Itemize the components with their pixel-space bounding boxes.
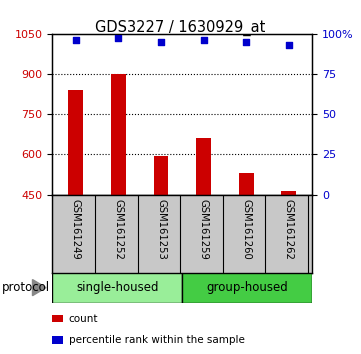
Bar bbox=[52, 273, 182, 303]
Text: GSM161253: GSM161253 bbox=[156, 199, 166, 259]
Point bbox=[201, 37, 206, 43]
Bar bbox=[111, 74, 126, 195]
Point bbox=[73, 37, 79, 43]
Point bbox=[243, 39, 249, 45]
Point bbox=[116, 36, 121, 41]
Text: GSM161260: GSM161260 bbox=[241, 199, 251, 259]
Point bbox=[286, 42, 292, 48]
Point bbox=[158, 39, 164, 45]
Text: group-housed: group-housed bbox=[206, 281, 288, 294]
Text: percentile rank within the sample: percentile rank within the sample bbox=[69, 335, 244, 345]
Text: GSM161252: GSM161252 bbox=[113, 199, 123, 259]
Bar bbox=[182, 273, 312, 303]
Bar bbox=[281, 192, 296, 195]
Text: GSM161259: GSM161259 bbox=[199, 199, 209, 259]
Text: single-housed: single-housed bbox=[76, 281, 158, 294]
Bar bbox=[239, 173, 254, 195]
Text: GSM161262: GSM161262 bbox=[284, 199, 294, 259]
Bar bbox=[68, 90, 83, 195]
Text: count: count bbox=[69, 314, 98, 324]
Text: GDS3227 / 1630929_at: GDS3227 / 1630929_at bbox=[95, 19, 266, 36]
Text: protocol: protocol bbox=[2, 281, 50, 294]
Bar bbox=[153, 156, 169, 195]
Bar bbox=[196, 138, 211, 195]
Text: GSM161249: GSM161249 bbox=[71, 199, 81, 259]
Polygon shape bbox=[32, 280, 46, 296]
